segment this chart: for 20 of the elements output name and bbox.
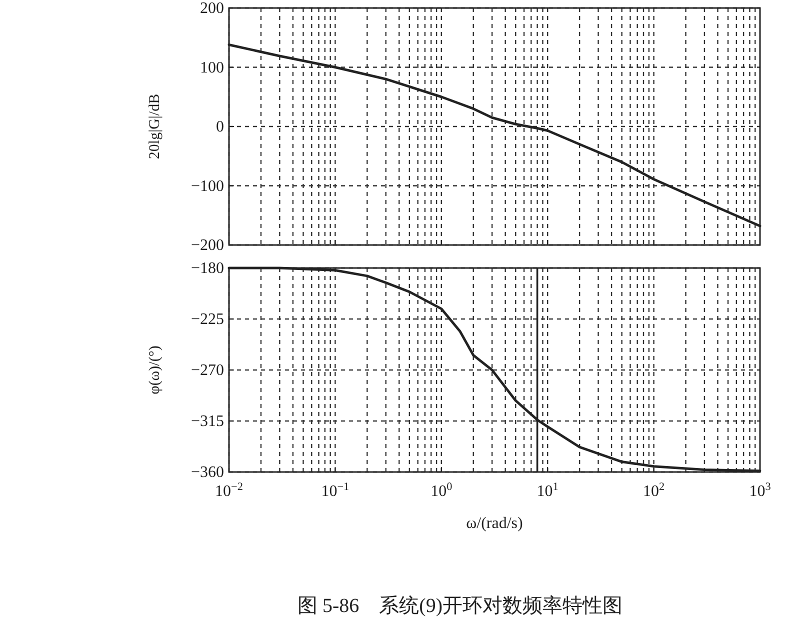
x-tick-label: 10$^{3}$ (749, 481, 772, 500)
y-tick-label: −180 (190, 260, 224, 277)
x-axis-title: ω/(rad/s) (466, 515, 523, 532)
y-tick-label: −200 (190, 237, 224, 254)
y-axis-title: 20lg|G|/dB (147, 94, 163, 160)
y-tick-label: 0 (216, 118, 224, 136)
x-tick-label: 10$^{1}$ (536, 481, 558, 500)
x-tick-label: 10$^{0}$ (430, 481, 453, 500)
caption: 图 5-86 系统(9)开环对数频率特性图 (298, 595, 622, 617)
x-tick-label: 10$^{2}$ (643, 481, 665, 500)
x-tick-label: 10$^{−1}$ (321, 481, 350, 500)
y-tick-label: −270 (190, 362, 224, 379)
y-tick-label: 200 (200, 0, 224, 17)
y-tick-label: −100 (190, 178, 224, 195)
y-tick-label: −225 (190, 311, 224, 328)
y-tick-label: 100 (200, 59, 224, 76)
y-tick-label: −315 (190, 413, 224, 430)
y-tick-label: −360 (190, 464, 224, 481)
y-axis-title: φ(ω)/(°) (147, 346, 163, 394)
x-tick-label: 10$^{−2}$ (215, 481, 243, 500)
